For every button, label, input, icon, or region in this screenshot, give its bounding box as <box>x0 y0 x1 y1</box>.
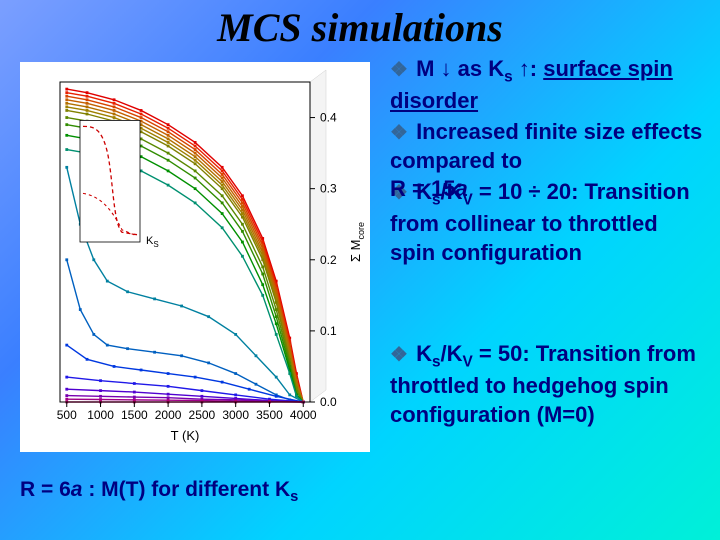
bullet-2-a: a <box>455 176 467 201</box>
bullet-1-text: M ↓ as K <box>416 56 504 81</box>
bullet-2r: R = 15a <box>390 175 708 204</box>
svg-text:3500: 3500 <box>256 408 283 422</box>
slide-title: MCS simulations <box>0 4 720 51</box>
bullet-block-1: ❖ M ↓ as Ks ↑: surface spin disorder ❖ I… <box>390 55 708 269</box>
bullet-block-2: ❖ Ks/KV = 50: Transition from throttled … <box>390 340 708 430</box>
bullet-4-s: s <box>432 353 441 370</box>
caption-sub: s <box>290 489 298 505</box>
bullet-4: ❖ Ks/KV = 50: Transition from throttled … <box>390 340 708 430</box>
bullet-2-r: R = 15 <box>390 176 455 201</box>
svg-text:1500: 1500 <box>121 408 148 422</box>
svg-text:2000: 2000 <box>155 408 182 422</box>
svg-text:2500: 2500 <box>189 408 216 422</box>
caption-text: R = 6 <box>20 478 71 501</box>
svg-text:0.0: 0.0 <box>320 395 337 409</box>
caption-a: a <box>71 478 83 501</box>
bullet-4-sl: /K <box>441 341 463 366</box>
svg-text:3000: 3000 <box>222 408 249 422</box>
svg-text:4000: 4000 <box>290 408 317 422</box>
bullet-1-textb: ↑: <box>513 56 544 81</box>
bullet-4-v: V <box>463 353 473 370</box>
chart-caption: R = 6a : M(T) for different Ks <box>20 478 380 505</box>
bullet-1: ❖ M ↓ as Ks ↑: surface spin disorder <box>390 55 708 116</box>
slide: MCS simulations 500 1000 1500 2000 2500 3000 3… <box>0 0 720 540</box>
bullet-4-ks: K <box>416 341 432 366</box>
svg-text:0.1: 0.1 <box>320 324 337 338</box>
bullet-icon: ❖ <box>390 344 408 366</box>
svg-text:0.3: 0.3 <box>320 182 337 196</box>
chart: 500 1000 1500 2000 2500 3000 3500 40000.0 0.1 0.2… <box>20 62 370 452</box>
bullet-2: ❖ Increased finite size effects compared… <box>390 118 708 175</box>
svg-text:T (K): T (K) <box>171 428 200 443</box>
svg-text:1000: 1000 <box>87 408 114 422</box>
bullet-2-text: Increased finite size effects compared t… <box>390 119 702 173</box>
svg-text:0.2: 0.2 <box>320 253 337 267</box>
caption-text2: : M(T) for different K <box>88 478 290 501</box>
svg-text:0.4: 0.4 <box>320 111 337 125</box>
bullet-icon: ❖ <box>390 122 408 144</box>
svg-text:500: 500 <box>57 408 77 422</box>
bullet-1-sub: s <box>504 68 513 85</box>
bullet-icon: ❖ <box>390 59 408 81</box>
